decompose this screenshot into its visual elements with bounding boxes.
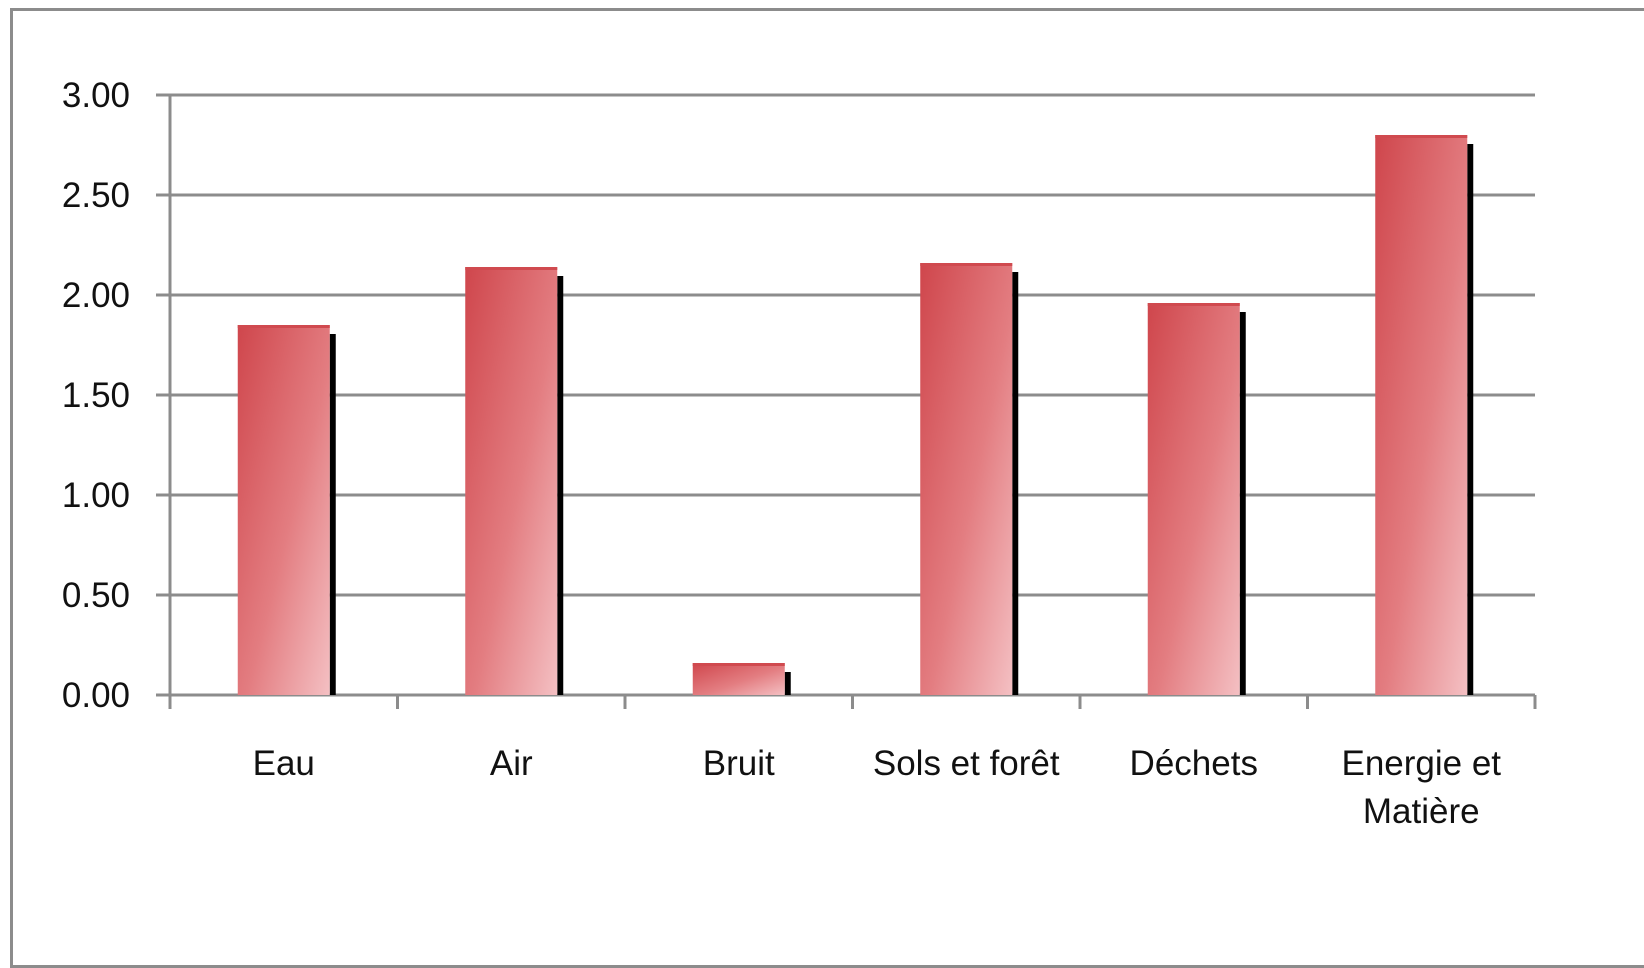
x-tick-label: Bruit [703, 744, 775, 783]
y-tick-label: 0.50 [62, 576, 130, 615]
bar [465, 267, 558, 695]
bar-top-edge [237, 325, 330, 328]
bar-shadow [784, 672, 791, 695]
axes [156, 93, 1537, 709]
bar-shadow [1467, 144, 1474, 695]
bar [1375, 135, 1468, 695]
x-tick-label: Air [490, 744, 533, 783]
y-tick-label: 2.50 [62, 176, 130, 215]
bar-shadow [1012, 272, 1019, 695]
y-tick-label: 1.50 [62, 376, 130, 415]
bar-top-edge [1375, 135, 1468, 138]
bar-shadow [1239, 312, 1246, 695]
bars [237, 135, 1474, 695]
y-tick-label: 1.00 [62, 476, 130, 515]
y-tick-label: 3.00 [62, 76, 130, 115]
bar-top-edge [920, 263, 1013, 266]
bar-chart: 0.00 0.50 1.00 1.50 2.00 2.50 3.00 Eau Air Bruit S… [62, 76, 1622, 831]
labels: 0.00 0.50 1.00 1.50 2.00 2.50 3.00 Eau Air Bruit S… [62, 76, 1501, 831]
x-tick-label: Energie et Matière [1341, 744, 1501, 831]
x-tick-label: Déchets [1130, 744, 1258, 783]
y-tick-label: 0.00 [62, 676, 130, 715]
x-tick-label: Sols et forêt [873, 744, 1060, 783]
y-tick-label: 2.00 [62, 276, 130, 315]
bar [920, 263, 1013, 695]
bar [692, 663, 785, 695]
x-tick-label: Eau [253, 744, 315, 783]
bar [237, 325, 330, 695]
bar-top-edge [1147, 303, 1240, 306]
bar-shadow [329, 334, 336, 695]
bar-top-edge [465, 267, 558, 270]
bar-top-edge [692, 663, 785, 666]
bar-shadow [557, 276, 564, 695]
gridlines [170, 93, 1535, 597]
